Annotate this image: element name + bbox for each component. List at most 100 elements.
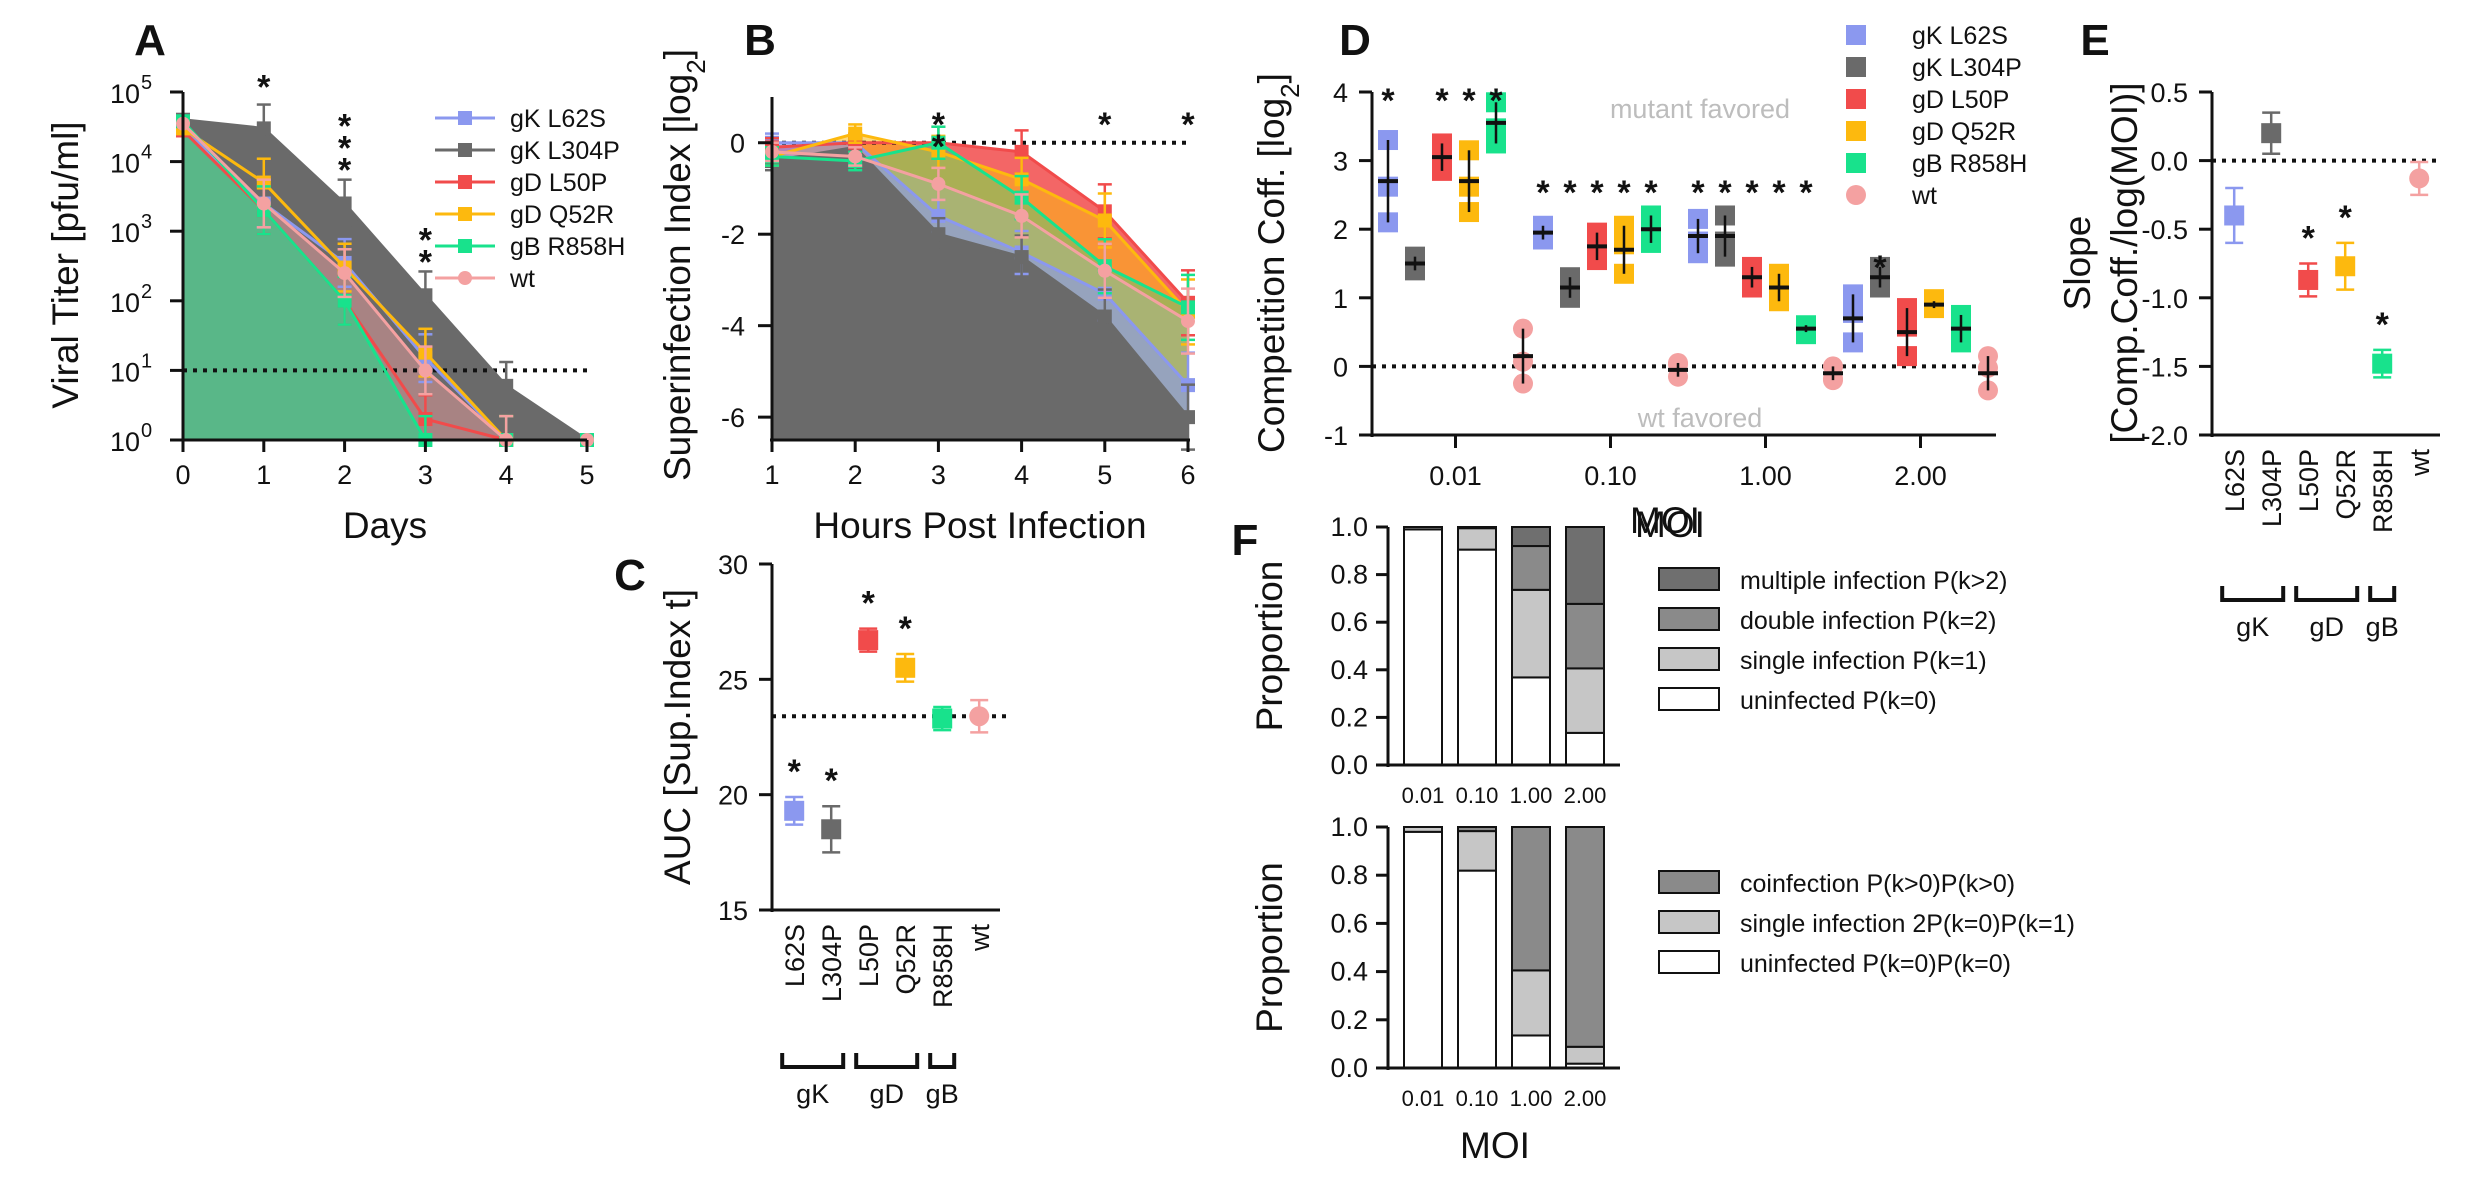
- significance-star: *: [1590, 174, 1604, 212]
- x-tick-label: 1.00: [1739, 461, 1792, 491]
- x-category-label: wt: [965, 924, 995, 952]
- series-line: [771, 145, 1190, 419]
- data-point: [1014, 250, 1029, 265]
- data-point: [931, 227, 946, 242]
- bar-2.00: [1565, 526, 1605, 766]
- legend-label: gB R858H: [510, 233, 625, 261]
- x-tick-label: 0.01: [1429, 461, 1482, 491]
- legend-swatch: [1658, 647, 1720, 671]
- significance-star: *: [1691, 174, 1705, 212]
- x-tick-label: 6: [1180, 460, 1195, 490]
- y-tick-label: 10: [110, 427, 140, 457]
- y-tick-label: -1.0: [2141, 284, 2188, 314]
- bar-segment: [1457, 527, 1497, 551]
- legend-label: gD Q52R: [1912, 118, 2016, 146]
- data-point: [2298, 269, 2319, 290]
- significance-star: *: [932, 106, 946, 144]
- x-category-label: L62S: [780, 924, 810, 987]
- y-tick-label: 0.2: [1330, 1005, 1368, 1035]
- y-tick-label: 15: [718, 896, 748, 926]
- y-tick-label: 3: [1333, 147, 1348, 177]
- x-category-label: wt: [2405, 449, 2435, 477]
- series-gD-Q52R: * * *: [1459, 82, 1944, 319]
- data-point: [848, 149, 863, 164]
- y-tick-label: 25: [718, 665, 748, 695]
- data-point: [2409, 168, 2430, 189]
- x-category-label: Q52R: [2331, 449, 2361, 520]
- x-tick-label: 4: [499, 460, 514, 490]
- y-tick-exponent: 0: [141, 420, 152, 442]
- panel-letter: B: [744, 16, 776, 65]
- point-L50P: *: [2298, 220, 2319, 298]
- data-point: [932, 708, 953, 729]
- y-tick-label: 0.5: [2150, 78, 2188, 108]
- data-point: [337, 266, 352, 281]
- point-L304P: [2261, 111, 2282, 155]
- bar-segment: [1565, 602, 1605, 670]
- data-point: [858, 630, 879, 651]
- x-category-label: L50P: [854, 924, 884, 987]
- data-point: [418, 288, 433, 303]
- panel-letter: D: [1339, 16, 1371, 65]
- panel-F1: F 0.01 0.10 1.00 2.00 0.0 0.2 0.4 0.6 0.8 1.0 Propo…: [1232, 504, 2008, 808]
- panel-letter: F: [1232, 516, 1259, 565]
- x-axis-title: MOI: [1630, 500, 1700, 541]
- y-tick-label: 10: [110, 357, 140, 387]
- y-tick-exponent: 1: [141, 350, 152, 372]
- legend: multiple infection P(k>2) double infectio…: [1658, 567, 2007, 715]
- point-L304P: *: [821, 762, 842, 854]
- point-L62S: *: [784, 753, 805, 826]
- data-point: [821, 819, 842, 840]
- bar-segment: [1457, 830, 1497, 872]
- significance-star: *: [1435, 82, 1449, 120]
- legend-label: uninfected P(k=0)P(k=0): [1740, 950, 2011, 978]
- series-line: [182, 118, 588, 442]
- significance-star: *: [1644, 174, 1658, 212]
- x-category-label: L62S: [2220, 449, 2250, 512]
- significance-star: *: [338, 130, 352, 168]
- x-tick-label: 2.00: [1564, 783, 1607, 808]
- legend-marker: [1846, 185, 1866, 205]
- legend-label: uninfected P(k=0): [1740, 687, 1937, 715]
- panel-letter: E: [2080, 16, 2109, 65]
- point-Q52R: *: [2335, 199, 2356, 291]
- data-point: [1014, 144, 1029, 159]
- y-tick-label: -2: [721, 220, 745, 250]
- point-wt: [969, 698, 990, 734]
- x-tick-label: 3: [931, 460, 946, 490]
- significance-star: *: [1563, 174, 1577, 212]
- group-bracket: [780, 1053, 846, 1069]
- y-tick-label: -2.0: [2141, 421, 2188, 451]
- bar-segment: [1511, 545, 1551, 591]
- x-tick-label: 0: [175, 460, 190, 490]
- significance-star: *: [1617, 174, 1631, 212]
- y-tick-label: 0.8: [1330, 560, 1368, 590]
- legend-swatch: [1658, 567, 1720, 591]
- panel-E: E * * * 0.5 0.0 -0.5 -1.0 -1.5 -2.0 L62S L304P L50P Q…: [2057, 16, 2440, 642]
- bar-0.10: [1457, 826, 1497, 1069]
- legend-label: coinfection P(k>0)P(k>0): [1740, 870, 2015, 898]
- data-point: [1181, 410, 1195, 425]
- y-tick-label: 0.0: [1330, 750, 1368, 780]
- series-gD-L50P: * * *: [1432, 82, 1917, 367]
- y-axis-title: Competition Coff. [log2]: [1251, 73, 1305, 453]
- y-tick-label: 0.0: [2150, 147, 2188, 177]
- y-axis-title: AUC [Sup.Index t]: [657, 589, 698, 885]
- point-L50P: *: [858, 585, 879, 653]
- x-axis-title: MOI: [1460, 1125, 1530, 1166]
- legend-swatch: [1658, 870, 1720, 894]
- bar-0.01: [1403, 526, 1443, 766]
- y-tick-exponent: 5: [141, 72, 152, 94]
- legend-marker: [458, 175, 472, 189]
- significance-star: *: [862, 585, 876, 623]
- x-tick-label: 3: [418, 460, 433, 490]
- panel-F2: 0.01 0.10 1.00 2.00 0.0 0.2 0.4 0.6 0.8 1.0 Propor…: [1249, 812, 2075, 1166]
- bar-segment: [1511, 969, 1551, 1037]
- y-tick-label: 0.6: [1330, 908, 1368, 938]
- bar-1.00: [1511, 526, 1551, 767]
- legend-marker: [1846, 25, 1866, 45]
- significance-star: *: [1181, 106, 1195, 144]
- significance-star: *: [1799, 174, 1813, 212]
